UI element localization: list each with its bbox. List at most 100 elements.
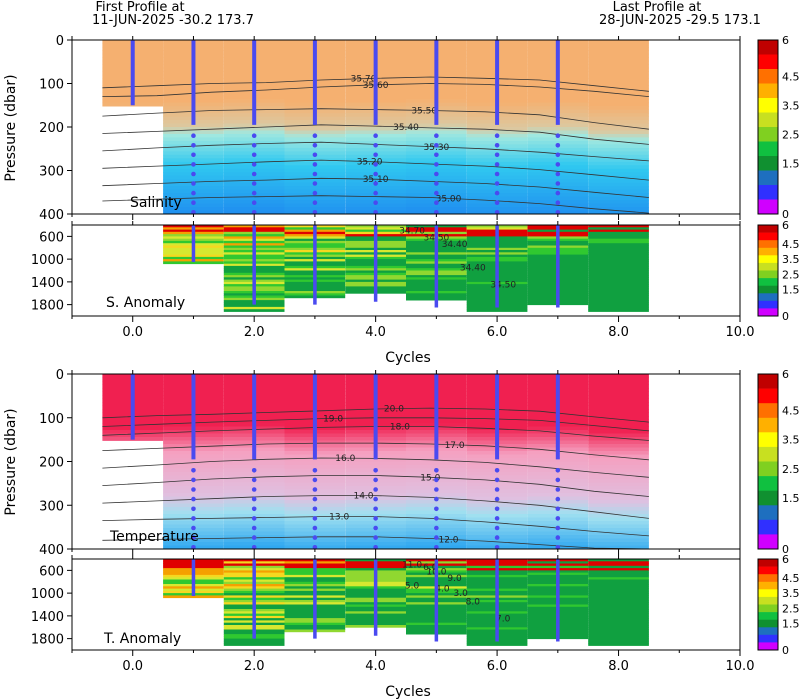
heatmap-cell [466, 465, 528, 469]
heatmap-cell [466, 475, 528, 480]
colorbar-tick-label: 6 [782, 553, 789, 566]
heatmap-cell [223, 179, 285, 184]
profile-point [312, 210, 318, 215]
anomaly-cell [588, 291, 649, 294]
contour-label: 12.0 [438, 535, 458, 545]
profile-point [191, 487, 196, 492]
contour-label: 19.0 [323, 414, 343, 424]
heatmap-cell [466, 538, 528, 543]
heatmap-cell [345, 538, 406, 543]
y-tick-label: 0 [56, 34, 64, 49]
profile-point [555, 152, 561, 158]
profile-point [555, 200, 561, 205]
heatmap-cell [345, 179, 406, 184]
colorbar-swatch [758, 278, 778, 286]
anomaly-contour-label: 34.50 [490, 281, 516, 291]
profile-point [494, 181, 500, 186]
heatmap-cell [163, 461, 224, 466]
profile-point [555, 468, 561, 473]
profile-point [312, 477, 318, 483]
heatmap-cell [527, 175, 589, 180]
heatmap-cell [223, 542, 285, 546]
profile-point [555, 133, 561, 138]
colorbar-swatch [758, 596, 778, 605]
profile-point [251, 525, 257, 531]
heatmap-cell [527, 168, 589, 173]
profile-point [191, 181, 196, 186]
anomaly-cell [588, 231, 649, 235]
profile-point [251, 516, 257, 521]
heatmap-cell [163, 458, 224, 462]
contour-label: 18.0 [390, 423, 410, 433]
colorbar-tick-label: 3.5 [782, 587, 800, 600]
heatmap-cell [466, 175, 528, 180]
colorbar-swatch [758, 417, 778, 433]
heatmap-cell [223, 147, 285, 152]
colorbar-swatch [758, 388, 778, 404]
heatmap-cell [223, 465, 285, 469]
heatmap-cell [588, 120, 649, 124]
colorbar-tick-label: 6 [782, 219, 789, 232]
heatmap-cell [284, 123, 346, 128]
profile-point [191, 525, 196, 531]
heatmap-cell [466, 203, 528, 208]
colorbar-tick-label: 2.5 [782, 602, 800, 615]
profile-point [373, 210, 378, 215]
anomaly-contour-label: 34.40 [442, 240, 468, 250]
colorbar-tick-label: 4.5 [782, 572, 800, 585]
heatmap-cell [406, 531, 467, 536]
heatmap-cell [588, 493, 649, 497]
heatmap-cell [588, 521, 649, 525]
upper-y-axis-label: Pressure (dbar) [3, 74, 19, 181]
heatmap-cell [406, 140, 467, 145]
heatmap-cell [163, 500, 224, 504]
heatmap-cell [345, 510, 406, 515]
profile-point [494, 496, 500, 502]
heatmap-cell [223, 521, 285, 525]
temperature-anomaly-label: T. Anomaly [103, 631, 181, 647]
heatmap-cell [163, 165, 224, 170]
heatmap-cell [588, 524, 649, 529]
heatmap-cell [588, 465, 649, 469]
heatmap-cell [588, 71, 649, 76]
heatmap-cell [588, 64, 649, 69]
anomaly-cell [588, 572, 649, 576]
heatmap-cell [284, 175, 346, 180]
heatmap-cell [223, 531, 285, 536]
profile-point [191, 477, 196, 483]
anomaly-cell [223, 304, 285, 308]
profile-point [434, 171, 439, 177]
profile-point [191, 143, 196, 148]
heatmap-cell [527, 514, 589, 518]
heatmap-cell [527, 521, 589, 525]
heatmap-cell [588, 486, 649, 490]
profile-point [312, 468, 318, 473]
profile-point [251, 487, 257, 492]
profile-point [555, 210, 561, 215]
heatmap-cell [588, 391, 649, 396]
anomaly-cell [588, 227, 649, 230]
temperature-label: Temperature [109, 529, 199, 545]
profile-point [251, 468, 257, 473]
profile-point [434, 210, 439, 215]
profile-point [191, 506, 196, 512]
heatmap-cell [406, 130, 467, 135]
profile-point [373, 535, 378, 540]
colorbar-swatch [758, 270, 778, 279]
y-tick-label: 1400 [31, 276, 64, 291]
profile-point [312, 181, 318, 186]
heatmap-cell [588, 182, 649, 187]
heatmap-cell [527, 500, 589, 504]
heatmap-cell [588, 503, 649, 508]
heatmap-cell [223, 482, 285, 487]
heatmap-cell [163, 168, 224, 173]
heatmap-cell [345, 130, 406, 135]
profile-point [494, 143, 500, 148]
heatmap-cell [223, 203, 285, 208]
heatmap-cell [345, 127, 406, 131]
y-tick-label: 300 [39, 499, 64, 514]
profile-point [251, 133, 257, 138]
heatmap-cell [588, 179, 649, 184]
heatmap-cell [163, 482, 224, 487]
contour-label: 35.30 [424, 143, 450, 153]
